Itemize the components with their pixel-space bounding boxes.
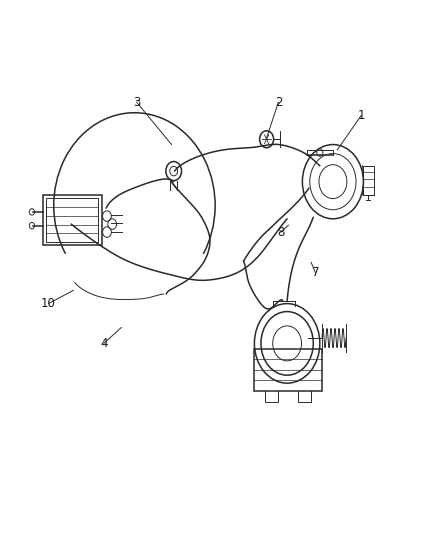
Bar: [46, 198, 98, 242]
Text: 7: 7: [311, 266, 318, 279]
Text: 2: 2: [274, 95, 282, 109]
Text: 8: 8: [276, 225, 284, 239]
Text: 4: 4: [100, 337, 107, 350]
Bar: [254, 349, 321, 391]
Text: 1: 1: [357, 109, 364, 122]
Bar: [43, 195, 102, 245]
Text: 10: 10: [41, 297, 56, 310]
Text: 3: 3: [133, 95, 140, 109]
